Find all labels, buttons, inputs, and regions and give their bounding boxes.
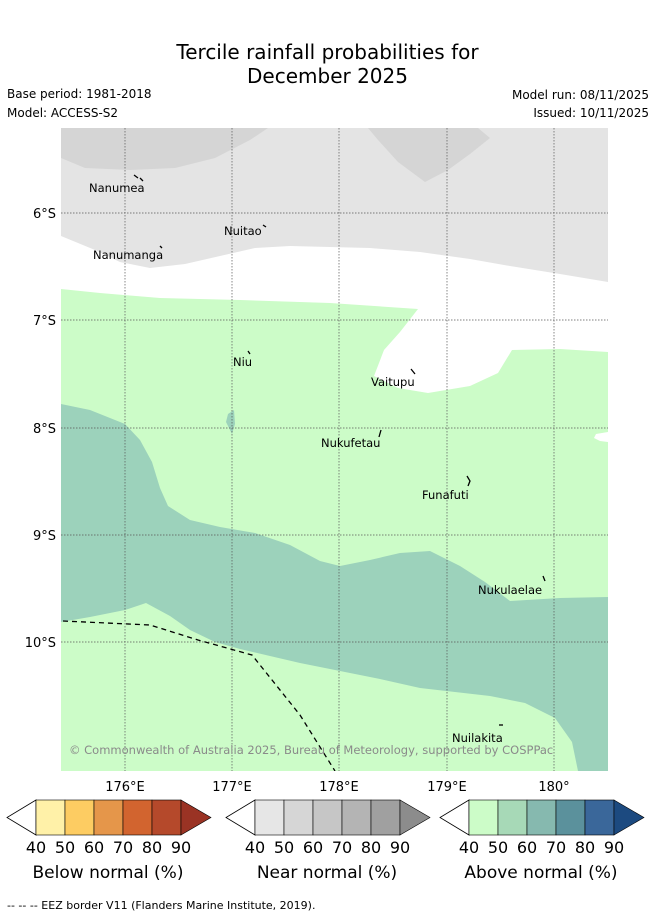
lat-label-10s: 10°S xyxy=(25,636,56,651)
near-normal-cell-6 xyxy=(399,799,431,836)
lon-label-179e: 179°E xyxy=(427,780,467,795)
lat-label-6s: 6°S xyxy=(33,207,56,222)
model-name: Model: ACCESS-S2 xyxy=(7,106,119,120)
above-normal-tick-90: 90 xyxy=(604,838,624,857)
below-normal-tick-70: 70 xyxy=(113,838,133,857)
place-label-funafuti: Funafuti xyxy=(422,488,469,502)
below-normal-tick-50: 50 xyxy=(55,838,75,857)
map-area[interactable]: Nanumea Nuitao Nanumanga Niu Vaitupu Nuk… xyxy=(61,128,608,771)
base-period: Base period: 1981-2018 xyxy=(7,87,152,101)
place-label-nanumanga: Nanumanga xyxy=(93,248,163,262)
above-normal-50-60-band xyxy=(61,404,608,771)
lat-label-9s: 9°S xyxy=(33,529,56,544)
near-normal-tick-90: 90 xyxy=(390,838,410,857)
below-normal-cell-4 xyxy=(122,799,153,836)
eez-border-line xyxy=(62,620,336,771)
above-normal-low-extension xyxy=(439,799,470,836)
below-normal-cell-3 xyxy=(93,799,124,836)
near-normal-tick-40: 40 xyxy=(245,838,265,857)
gridlines xyxy=(61,128,608,771)
eez-border-legend: -- -- -- EEZ border V11 (Flanders Marine… xyxy=(7,899,316,912)
near-normal-cell-4 xyxy=(341,799,372,836)
above-normal-cell-1 xyxy=(468,799,499,836)
above-normal-cell-6 xyxy=(613,799,645,836)
above-normal-tick-60: 60 xyxy=(517,838,537,857)
above-normal-tick-70: 70 xyxy=(546,838,566,857)
near-normal-tick-70: 70 xyxy=(332,838,352,857)
below-normal-cell-1 xyxy=(35,799,66,836)
place-labels: Nanumea Nuitao Nanumanga Niu Vaitupu Nuk… xyxy=(89,181,542,745)
colorbar-near-normal: 40 50 60 70 80 90 xyxy=(225,799,431,857)
below-normal-tick-60: 60 xyxy=(84,838,104,857)
title-line-1: Tercile rainfall probabilities for xyxy=(176,40,479,64)
above-normal-cell-3 xyxy=(526,799,557,836)
lat-label-7s: 7°S xyxy=(33,314,56,329)
near-normal-40-50-region xyxy=(61,128,608,282)
copyright-notice: © Commonwealth of Australia 2025, Bureau… xyxy=(69,743,553,757)
lon-label-180: 180° xyxy=(538,780,569,795)
place-label-nukufetau: Nukufetau xyxy=(321,436,380,450)
place-label-niu: Niu xyxy=(233,355,252,369)
above-normal-cell-4 xyxy=(555,799,586,836)
near-normal-tick-50: 50 xyxy=(274,838,294,857)
colorbar-below-normal: 40 50 60 70 80 90 xyxy=(6,799,212,857)
model-run: Model run: 08/11/2025 xyxy=(511,88,649,102)
above-normal-cell-5 xyxy=(584,799,615,836)
place-label-vaitupu: Vaitupu xyxy=(371,375,415,389)
near-normal-50-60-west xyxy=(61,128,268,170)
above-normal-tick-50: 50 xyxy=(488,838,508,857)
near-normal-50-60-east xyxy=(368,128,490,182)
colorbar-below-normal-title: Below normal (%) xyxy=(32,863,184,883)
near-normal-low-extension xyxy=(225,799,256,836)
colorbar-above-normal: 40 50 60 70 80 90 xyxy=(439,799,645,857)
latitude-labels: 6°S 7°S 8°S 9°S 10°S xyxy=(25,207,56,651)
lon-label-178e: 178°E xyxy=(319,780,359,795)
below-normal-tick-40: 40 xyxy=(26,838,46,857)
near-normal-cell-5 xyxy=(370,799,401,836)
issued-date: Issued: 10/11/2025 xyxy=(533,106,649,120)
place-label-nukulaelae: Nukulaelae xyxy=(478,583,542,597)
place-label-nanumea: Nanumea xyxy=(89,181,145,195)
above-normal-cell-2 xyxy=(497,799,528,836)
near-normal-cell-2 xyxy=(283,799,314,836)
near-normal-cell-3 xyxy=(312,799,343,836)
below-normal-tick-80: 80 xyxy=(142,838,162,857)
near-normal-tick-60: 60 xyxy=(303,838,323,857)
longitude-labels: 176°E 177°E 178°E 179°E 180° xyxy=(105,780,569,795)
below-normal-cell-2 xyxy=(64,799,95,836)
chart-title: Tercile rainfall probabilities for Decem… xyxy=(0,40,655,88)
near-normal-tick-80: 80 xyxy=(361,838,381,857)
island-marks xyxy=(133,174,546,726)
below-normal-cell-6 xyxy=(180,799,212,836)
below-normal-tick-90: 90 xyxy=(171,838,191,857)
place-label-nuilakita: Nuilakita xyxy=(452,731,503,745)
lon-label-176e: 176°E xyxy=(105,780,145,795)
lat-label-8s: 8°S xyxy=(33,422,56,437)
colorbar-near-normal-title: Near normal (%) xyxy=(256,863,398,883)
above-normal-tick-40: 40 xyxy=(459,838,479,857)
above-normal-tick-80: 80 xyxy=(575,838,595,857)
below-normal-low-extension xyxy=(6,799,37,836)
title-line-2: December 2025 xyxy=(247,64,408,88)
east-edge-gap xyxy=(594,432,608,442)
place-label-nuitao: Nuitao xyxy=(224,224,262,238)
colorbar-above-normal-title: Above normal (%) xyxy=(464,863,618,883)
below-normal-cell-5 xyxy=(151,799,182,836)
near-normal-cell-1 xyxy=(254,799,285,836)
lon-label-177e: 177°E xyxy=(212,780,252,795)
